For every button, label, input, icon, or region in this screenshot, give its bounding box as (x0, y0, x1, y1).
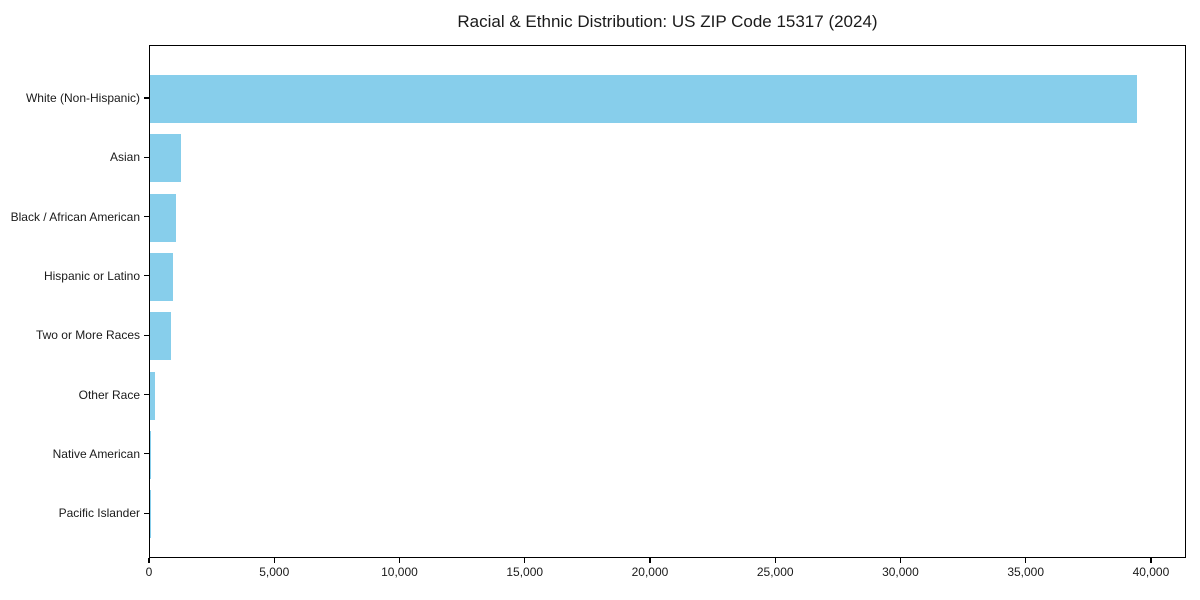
bar-black-african-american (150, 193, 176, 242)
bar-asian (150, 134, 182, 183)
y-tick-mark (144, 453, 149, 455)
x-tick-label: 15,000 (506, 565, 544, 579)
y-axis-label: Two or More Races (35, 328, 140, 343)
bar-two-or-more-races (150, 312, 172, 361)
x-tick-label: 40,000 (1132, 565, 1170, 579)
bar-other-race (150, 371, 155, 420)
y-axis-label: Black / African American (10, 209, 140, 224)
y-tick-mark (144, 334, 149, 336)
y-axis-label: Native American (52, 446, 140, 461)
y-axis-label: Hispanic or Latino (43, 268, 140, 283)
x-tick-mark (899, 558, 902, 563)
x-tick-label: 20,000 (631, 565, 669, 579)
x-tick-mark (524, 558, 526, 563)
y-tick-mark (144, 97, 149, 99)
chart-title: Racial & Ethnic Distribution: US ZIP Cod… (457, 12, 878, 31)
y-tick-mark (144, 275, 149, 277)
y-tick-mark (144, 216, 149, 218)
bar-hispanic-or-latino (150, 252, 174, 301)
y-tick-mark (144, 393, 149, 396)
y-tick-mark (144, 512, 149, 514)
x-tick-mark (774, 558, 776, 563)
x-tick-mark (1150, 558, 1152, 563)
x-tick-mark (148, 558, 150, 563)
x-tick-label: 0 (145, 565, 153, 579)
bar-white-non-hispanic (150, 75, 1137, 123)
x-tick-label: 10,000 (381, 565, 418, 579)
y-axis-label: Asian (109, 150, 140, 165)
y-axis-label: Pacific Islander (58, 506, 140, 521)
x-tick-label: 25,000 (756, 565, 794, 579)
x-tick-label: 30,000 (882, 565, 919, 579)
y-axis-label: Other Race (78, 387, 140, 402)
x-tick-mark (398, 558, 401, 563)
x-tick-label: 35,000 (1007, 565, 1045, 579)
bar-native-american (150, 430, 151, 479)
plot-area (149, 45, 1186, 558)
x-tick-mark (649, 558, 651, 563)
x-tick-mark (1025, 558, 1027, 563)
x-tick-mark (273, 558, 275, 563)
y-tick-mark (144, 156, 149, 158)
x-tick-label: 5,000 (259, 565, 290, 579)
y-axis-label: White (Non-Hispanic) (25, 91, 140, 105)
